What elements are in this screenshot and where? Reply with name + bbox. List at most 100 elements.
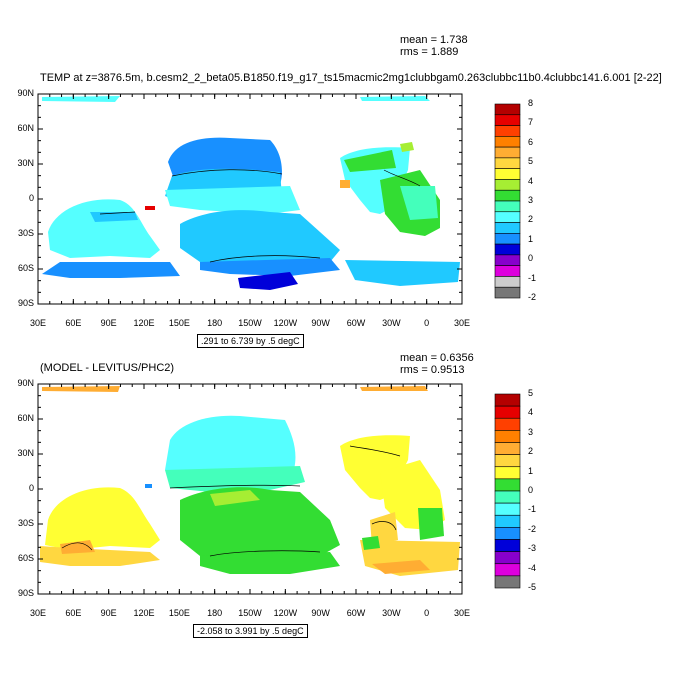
panel2-title: (MODEL - LEVITUS/PHC2) <box>40 362 175 374</box>
colorbar-swatch <box>494 490 521 504</box>
colorbar-label: 0 <box>528 253 534 264</box>
colorbar-label: 2 <box>528 214 534 225</box>
lat-tick-label: 90S <box>17 298 34 308</box>
colorbar-swatch <box>494 125 521 137</box>
lat-tick-label: 90N <box>17 378 34 388</box>
colorbar-swatch <box>494 514 521 528</box>
colorbar-swatch <box>494 430 521 443</box>
colorbar-swatch <box>494 478 521 492</box>
colorbar-swatch <box>494 563 521 577</box>
colorbar-swatch <box>494 276 521 288</box>
lon-tick-label: 150W <box>238 318 262 328</box>
panel1-colorbar <box>494 103 521 299</box>
colorbar-label: -3 <box>528 543 537 554</box>
lon-tick-label: 30E <box>29 318 46 328</box>
lon-tick-label: 0 <box>424 608 430 618</box>
lon-tick-label: 90W <box>311 608 330 618</box>
colorbar-label: 4 <box>528 175 534 186</box>
colorbar-label: 5 <box>528 156 534 167</box>
lon-tick-label: 150W <box>238 608 262 618</box>
colorbar-swatch <box>494 179 521 191</box>
panel1-range-box: .291 to 6.739 by .5 degC <box>197 334 304 348</box>
lat-tick-label: 30N <box>17 158 34 168</box>
lon-tick-label: 60E <box>65 318 82 328</box>
lon-tick-label: 180 <box>207 608 223 618</box>
lat-tick-label: 30N <box>17 448 34 458</box>
lat-tick-label: 60S <box>17 263 34 273</box>
colorbar-label: 6 <box>528 136 534 147</box>
colorbar-swatch <box>494 527 521 540</box>
lon-tick-label: 30W <box>382 608 401 618</box>
panel2-colorbar <box>494 393 521 589</box>
colorbar-swatch <box>494 575 521 589</box>
panel1-rms: rms = 1.889 <box>400 46 459 58</box>
colorbar-swatch <box>494 393 521 407</box>
lon-tick-label: 120E <box>133 608 155 618</box>
colorbar-swatch <box>494 103 521 116</box>
lon-tick-label: 120W <box>273 318 298 328</box>
colorbar-swatch <box>494 466 521 480</box>
colorbar-label: 4 <box>528 407 534 418</box>
lon-tick-label: 90E <box>100 608 117 618</box>
lat-tick-label: 0 <box>28 483 34 493</box>
lat-tick-label: 60N <box>17 413 34 423</box>
colorbar-swatch <box>494 454 521 468</box>
lat-tick-label: 90S <box>17 588 34 598</box>
lat-tick-label: 60N <box>17 123 34 133</box>
colorbar-swatch <box>494 502 521 516</box>
lon-tick-label: 180 <box>207 318 223 328</box>
colorbar-swatch <box>494 157 521 169</box>
colorbar-swatch <box>494 551 521 565</box>
colorbar-swatch <box>494 189 521 202</box>
panel1-mean: mean = 1.738 <box>400 34 468 46</box>
lon-tick-label: 30E <box>453 318 470 328</box>
colorbar-swatch <box>494 211 521 223</box>
colorbar-label: 1 <box>528 233 534 244</box>
lat-tick-label: 60S <box>17 553 34 563</box>
panel1-title: TEMP at z=3876.5m, b.cesm2_2_beta05.B185… <box>40 72 662 84</box>
lon-tick-label: 90W <box>311 318 330 328</box>
panel2-ticks <box>37 383 463 595</box>
lon-tick-label: 30E <box>453 608 470 618</box>
lon-tick-label: 30W <box>382 318 401 328</box>
colorbar-swatch <box>494 539 521 552</box>
colorbar-label: -1 <box>528 272 537 283</box>
colorbar-swatch <box>494 243 521 256</box>
panel2-mean: mean = 0.6356 <box>400 352 474 364</box>
colorbar-label: 3 <box>528 195 534 205</box>
lon-tick-label: 150E <box>168 318 190 328</box>
lon-tick-label: 120E <box>133 318 155 328</box>
colorbar-label: -1 <box>528 504 537 515</box>
colorbar-label: 2 <box>528 446 534 457</box>
colorbar-swatch <box>494 114 521 126</box>
panel2-rms: rms = 0.9513 <box>400 364 465 376</box>
colorbar-label: 1 <box>528 465 534 476</box>
colorbar-swatch <box>494 442 521 455</box>
colorbar-swatch <box>494 222 521 234</box>
lon-tick-label: 60W <box>346 608 366 618</box>
panel2-range-box: -2.058 to 3.991 by .5 degC <box>193 624 308 638</box>
colorbar-label: -2 <box>528 523 537 534</box>
lat-tick-label: 30S <box>17 228 34 238</box>
lon-tick-label: 30E <box>29 608 46 618</box>
colorbar-swatch <box>494 168 521 180</box>
lon-tick-label: 150E <box>168 608 190 618</box>
colorbar-swatch <box>494 254 521 266</box>
colorbar-label: 3 <box>528 426 534 437</box>
panel1-ticks <box>37 93 463 305</box>
colorbar-swatch <box>494 146 521 159</box>
lat-tick-label: 30S <box>17 518 34 528</box>
lon-tick-label: 90E <box>100 318 117 328</box>
panel2-map <box>37 383 463 595</box>
colorbar-label: 5 <box>528 388 534 398</box>
colorbar-label: 0 <box>528 485 534 495</box>
colorbar-swatch <box>494 405 521 419</box>
lat-tick-label: 0 <box>28 193 34 203</box>
colorbar-swatch <box>494 417 521 431</box>
lat-tick-label: 90N <box>17 88 34 98</box>
colorbar-label: -2 <box>528 292 537 302</box>
colorbar-label: -5 <box>528 582 537 592</box>
colorbar-label: 8 <box>528 98 534 108</box>
colorbar-swatch <box>494 286 521 299</box>
